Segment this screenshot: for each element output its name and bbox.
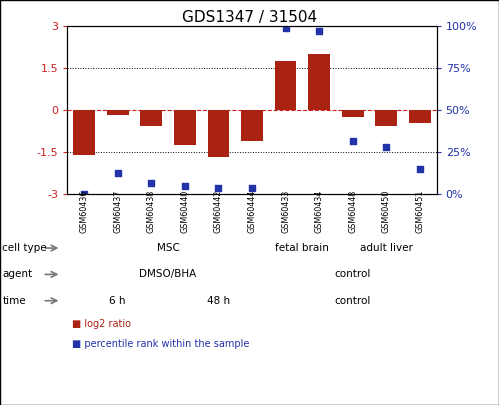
- Text: adult liver: adult liver: [360, 243, 413, 253]
- Text: GSM60436: GSM60436: [80, 190, 89, 233]
- Bar: [140, 111, 162, 126]
- Text: GSM60451: GSM60451: [415, 190, 424, 233]
- Point: [181, 183, 189, 189]
- Text: GSM60437: GSM60437: [113, 190, 122, 233]
- Text: cell type: cell type: [2, 243, 47, 253]
- Point: [215, 184, 223, 191]
- Point: [349, 137, 357, 144]
- Text: agent: agent: [2, 269, 32, 279]
- Text: GSM60450: GSM60450: [382, 190, 391, 233]
- Text: ■ log2 ratio: ■ log2 ratio: [72, 319, 131, 329]
- Text: control: control: [334, 296, 371, 306]
- Bar: [308, 54, 330, 111]
- Text: fetal brain: fetal brain: [275, 243, 329, 253]
- Bar: [241, 111, 263, 141]
- Text: DMSO/BHA: DMSO/BHA: [139, 269, 197, 279]
- Text: GSM60442: GSM60442: [214, 190, 223, 233]
- Point: [147, 179, 155, 186]
- Point: [315, 28, 323, 34]
- Text: MSC: MSC: [157, 243, 180, 253]
- Bar: [174, 111, 196, 145]
- Text: GSM60433: GSM60433: [281, 190, 290, 233]
- Text: time: time: [2, 296, 26, 306]
- Bar: [409, 111, 431, 123]
- Text: GDS1347 / 31504: GDS1347 / 31504: [182, 10, 317, 25]
- Text: GSM60434: GSM60434: [315, 190, 324, 233]
- Point: [382, 144, 390, 151]
- Text: 48 h: 48 h: [207, 296, 230, 306]
- Text: GSM60440: GSM60440: [180, 190, 189, 233]
- Text: 6 h: 6 h: [109, 296, 126, 306]
- Text: ■ percentile rank within the sample: ■ percentile rank within the sample: [72, 339, 249, 349]
- Point: [416, 166, 424, 173]
- Point: [248, 184, 256, 191]
- Bar: [208, 111, 230, 157]
- Text: GSM60438: GSM60438: [147, 190, 156, 233]
- Bar: [274, 61, 296, 111]
- Point: [80, 191, 88, 198]
- Bar: [107, 111, 129, 115]
- Bar: [342, 111, 364, 117]
- Point: [114, 169, 122, 176]
- Bar: [375, 111, 397, 126]
- Text: control: control: [334, 269, 371, 279]
- Text: GSM60444: GSM60444: [248, 190, 256, 233]
- Text: GSM60448: GSM60448: [348, 190, 357, 233]
- Point: [281, 25, 289, 31]
- Bar: [73, 111, 95, 155]
